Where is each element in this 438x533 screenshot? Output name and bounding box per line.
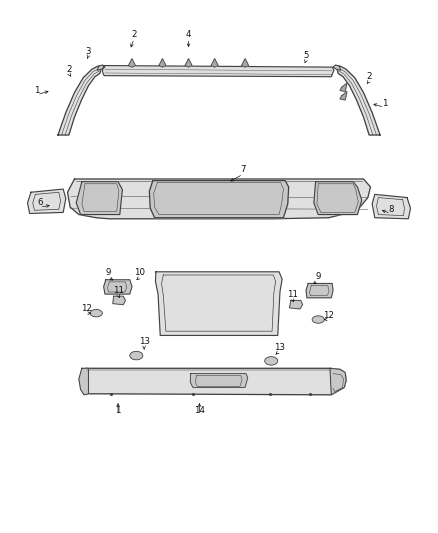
Polygon shape — [155, 272, 282, 335]
Polygon shape — [306, 284, 333, 298]
Text: 1: 1 — [34, 86, 40, 95]
Polygon shape — [340, 92, 347, 100]
Text: 13: 13 — [139, 337, 150, 346]
Polygon shape — [104, 280, 132, 294]
Text: 9: 9 — [105, 268, 111, 277]
Polygon shape — [314, 182, 362, 215]
Polygon shape — [149, 181, 289, 217]
Polygon shape — [372, 195, 410, 219]
Polygon shape — [76, 182, 122, 215]
Polygon shape — [102, 66, 334, 77]
Text: 14: 14 — [194, 406, 205, 415]
Polygon shape — [67, 179, 371, 219]
Text: 6: 6 — [37, 198, 42, 207]
Text: 9: 9 — [315, 272, 321, 281]
Text: 4: 4 — [186, 30, 191, 39]
Ellipse shape — [90, 310, 102, 317]
Text: 5: 5 — [303, 51, 309, 60]
Text: 12: 12 — [81, 304, 92, 313]
Text: 1: 1 — [381, 99, 387, 108]
Text: 1: 1 — [115, 406, 121, 415]
Ellipse shape — [265, 357, 278, 365]
Ellipse shape — [312, 316, 324, 323]
Ellipse shape — [130, 351, 143, 360]
Polygon shape — [336, 66, 380, 135]
Text: 12: 12 — [323, 311, 334, 320]
Text: 3: 3 — [86, 47, 91, 56]
Text: 7: 7 — [240, 166, 246, 174]
Polygon shape — [79, 368, 88, 395]
Polygon shape — [185, 59, 192, 67]
Text: 13: 13 — [274, 343, 285, 352]
Text: 10: 10 — [134, 268, 145, 277]
Text: 11: 11 — [113, 286, 124, 295]
Polygon shape — [159, 59, 166, 67]
Polygon shape — [330, 368, 346, 395]
Text: 2: 2 — [66, 64, 71, 74]
Text: 2: 2 — [131, 30, 137, 39]
Polygon shape — [333, 65, 341, 70]
Text: 8: 8 — [388, 205, 394, 214]
Polygon shape — [190, 374, 248, 387]
Polygon shape — [290, 301, 303, 309]
Polygon shape — [97, 65, 105, 70]
Text: 11: 11 — [286, 289, 297, 298]
Text: 2: 2 — [367, 72, 372, 81]
Polygon shape — [58, 66, 102, 135]
Polygon shape — [82, 368, 346, 395]
Polygon shape — [113, 296, 125, 305]
Polygon shape — [128, 59, 135, 67]
Polygon shape — [340, 83, 347, 92]
Polygon shape — [242, 59, 249, 67]
Polygon shape — [28, 189, 66, 214]
Polygon shape — [211, 59, 218, 67]
